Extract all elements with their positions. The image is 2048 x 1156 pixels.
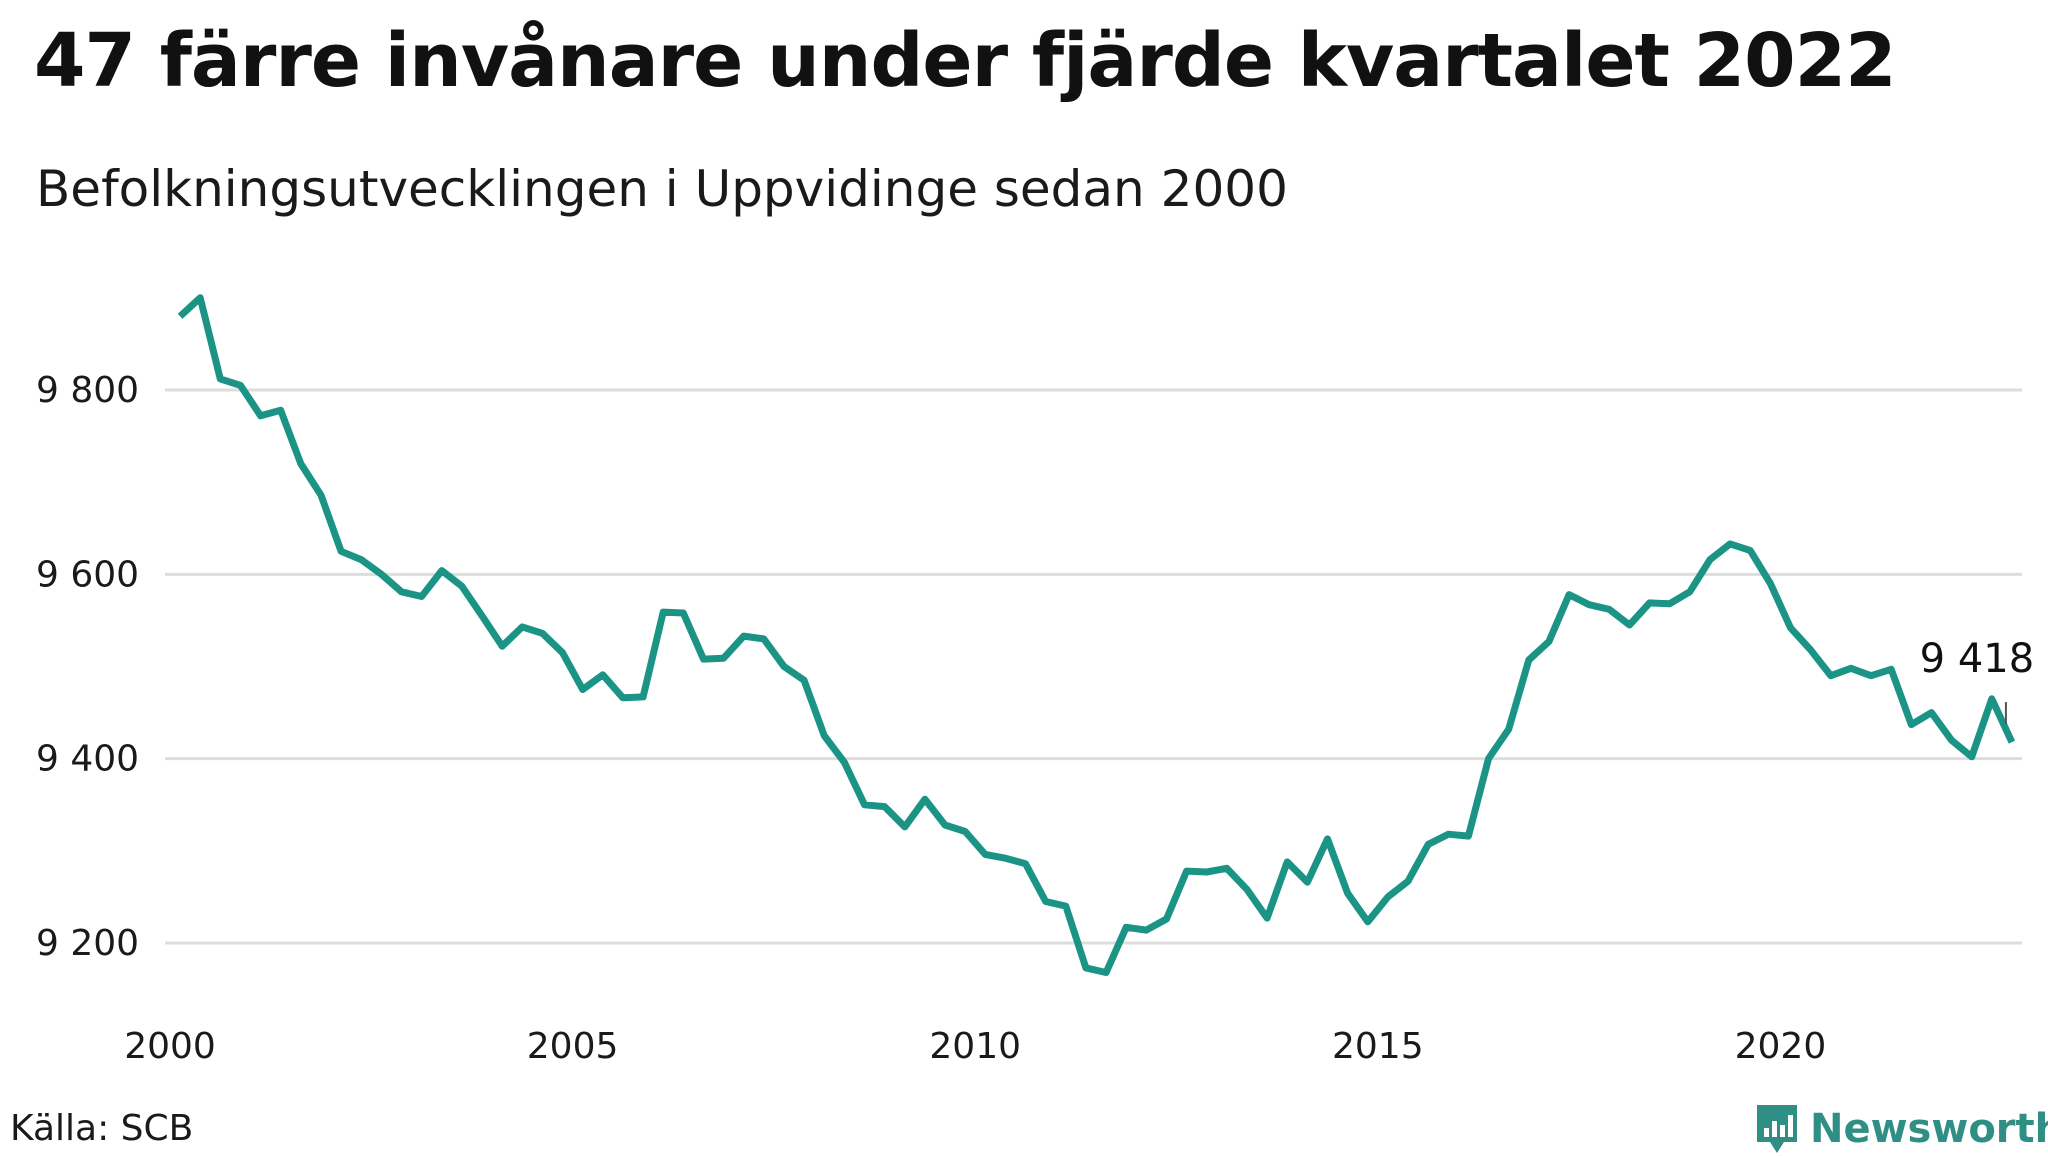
x-tick-label: 2005: [527, 1026, 619, 1067]
end-value-label: 9 418: [1920, 636, 2035, 682]
y-tick-label: 9 800: [36, 370, 139, 411]
newsworthy-logo-icon: [1757, 1105, 1797, 1153]
y-tick-label: 9 200: [36, 923, 139, 964]
x-tick-label: 2015: [1332, 1026, 1424, 1067]
source-note: Källa: SCB: [10, 1108, 194, 1149]
x-tick-label: 2020: [1735, 1026, 1827, 1067]
y-tick-label: 9 600: [36, 554, 139, 595]
series-line: [177, 294, 2016, 976]
brand-logo: Newsworthy: [1754, 1102, 2048, 1156]
x-axis-ticks: 2000 2005 2010 2015 2020: [124, 1026, 1826, 1067]
gridlines: [165, 388, 2022, 945]
x-tick-label: 2010: [929, 1026, 1021, 1067]
brand-name: Newsworthy: [1810, 1106, 2048, 1152]
x-tick-label: 2000: [124, 1026, 216, 1067]
y-axis-ticks: 9 200 9 400 9 600 9 800: [36, 370, 139, 964]
chart-title: 47 färre invånare under fjärde kvartalet…: [34, 18, 1897, 104]
y-tick-label: 9 400: [36, 739, 139, 780]
chart-subtitle: Befolkningsutvecklingen i Uppvidinge sed…: [36, 160, 1288, 218]
